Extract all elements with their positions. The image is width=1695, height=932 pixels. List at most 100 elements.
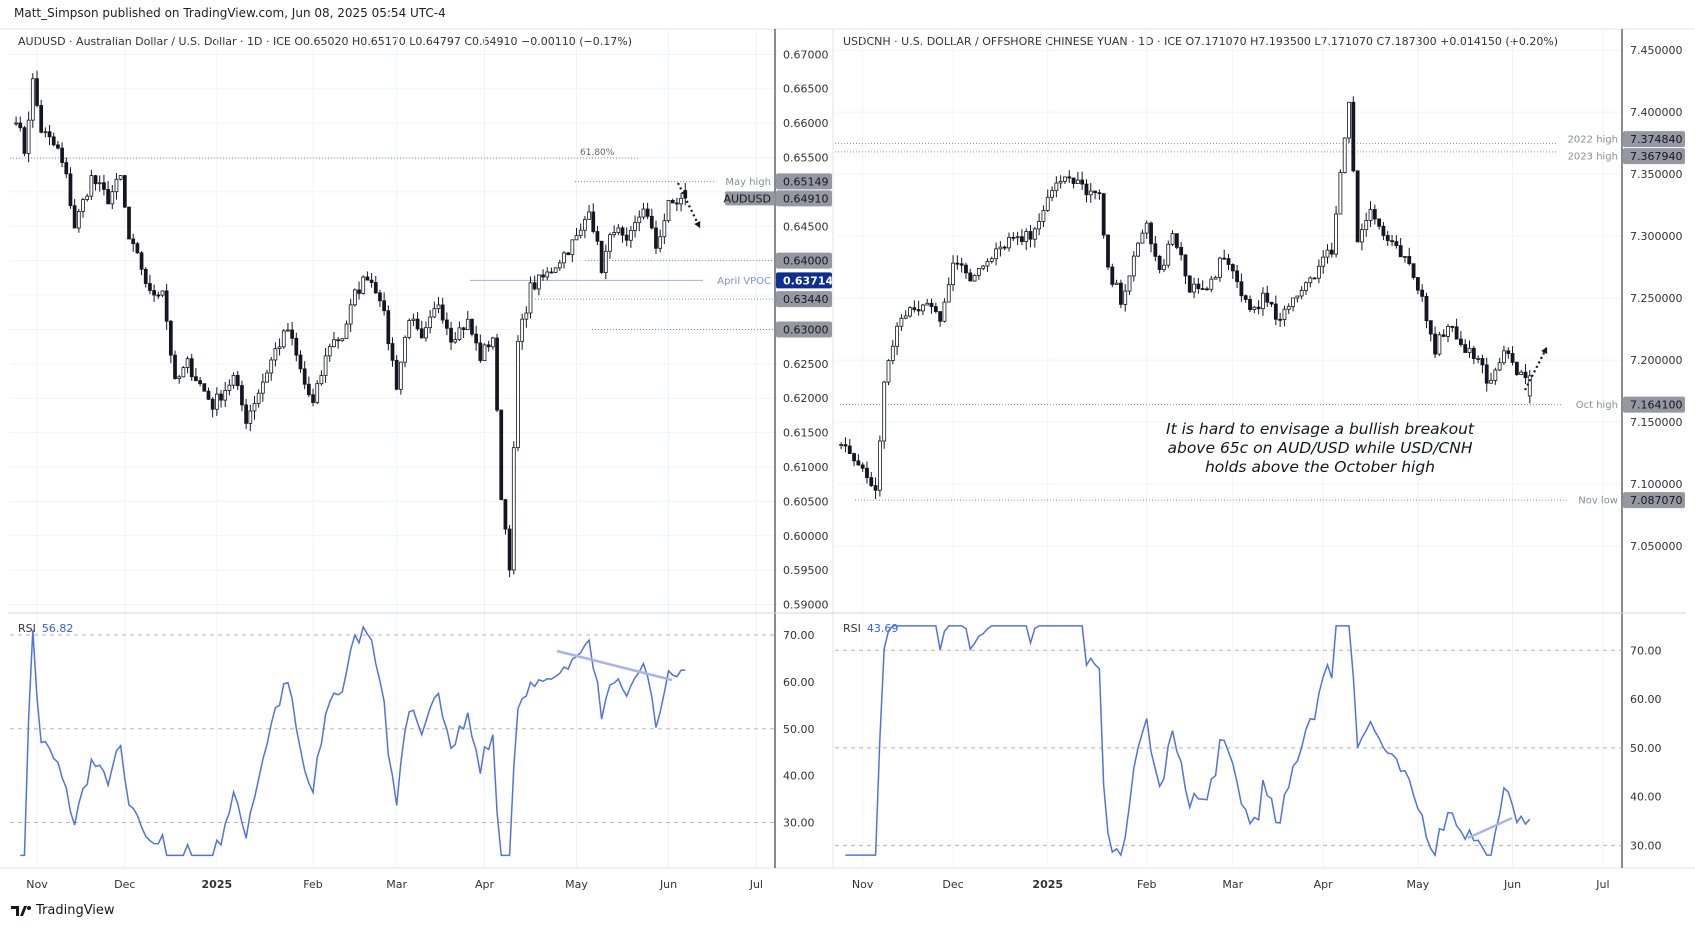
candle-body	[478, 342, 483, 361]
candle	[1394, 235, 1399, 249]
candle	[1213, 275, 1218, 280]
candle-body	[537, 274, 541, 290]
candle-body	[1510, 353, 1515, 363]
candle	[235, 370, 240, 390]
dotted-arrow	[677, 182, 701, 229]
candle	[214, 387, 219, 416]
candle-body	[248, 410, 253, 424]
candle	[139, 251, 144, 276]
rsi-tick-label: 60.00	[1630, 693, 1662, 706]
candle-body	[1394, 241, 1399, 246]
candle-body	[106, 189, 110, 205]
price-label: 7.087070	[1630, 494, 1683, 507]
candle-body	[507, 528, 512, 571]
candle	[1075, 171, 1080, 184]
candle-body	[865, 467, 869, 479]
candle	[1179, 241, 1184, 261]
time-axis-label: Nov	[26, 878, 48, 891]
candle	[938, 311, 943, 327]
price-tick-label: 0.59000	[783, 599, 829, 612]
candle-body	[436, 304, 441, 310]
candle	[1252, 305, 1257, 314]
candle-body	[545, 271, 550, 278]
candle-body	[839, 444, 844, 447]
usdcnh-rsi-label: RSI 43.69	[843, 622, 898, 635]
candle-body	[1467, 347, 1472, 353]
candle	[173, 350, 177, 380]
candle	[1007, 232, 1011, 252]
candle-body	[1321, 256, 1326, 267]
candle-body	[608, 234, 612, 252]
candle-body	[520, 318, 525, 342]
candle-body	[645, 208, 650, 217]
candle	[994, 242, 998, 266]
candle	[1093, 190, 1097, 200]
candle	[921, 303, 925, 316]
candle	[679, 192, 683, 212]
price-tick-label: 7.450000	[1630, 44, 1683, 57]
candle-body	[1050, 190, 1054, 198]
candle-body	[1144, 222, 1149, 234]
candle	[1364, 212, 1369, 237]
candle	[1334, 205, 1339, 258]
candle-body	[1411, 263, 1416, 278]
candle	[1446, 323, 1450, 343]
candle-body	[503, 499, 508, 530]
price-tick-label: 0.62000	[783, 392, 829, 405]
candle-body	[72, 205, 77, 229]
candle	[562, 251, 566, 269]
candle-body	[1407, 256, 1412, 265]
candle-body	[1471, 347, 1476, 359]
candle-body	[1355, 170, 1360, 243]
candle-body	[252, 403, 257, 412]
candle	[168, 319, 173, 364]
candle-body	[1497, 362, 1502, 371]
price-tick-label: 0.59500	[783, 564, 829, 577]
candle	[93, 174, 98, 191]
candle	[323, 347, 328, 383]
candle-body	[302, 368, 307, 385]
candle	[1217, 256, 1222, 282]
candle	[1058, 175, 1063, 189]
candle	[641, 202, 646, 220]
candle	[599, 240, 604, 275]
candle-body	[1256, 306, 1261, 310]
candle	[847, 439, 852, 455]
candle	[1424, 292, 1429, 329]
candle	[453, 332, 458, 344]
candle-body	[1248, 299, 1252, 310]
candle-body	[912, 307, 917, 310]
candle	[223, 381, 228, 408]
candle	[399, 361, 403, 395]
candle	[1032, 226, 1037, 248]
candle	[587, 204, 591, 220]
candle-body	[649, 215, 654, 229]
candle	[252, 396, 257, 420]
candle-body	[453, 339, 458, 343]
candle-body	[340, 338, 345, 342]
candle-body	[578, 229, 583, 236]
candle-body	[352, 289, 357, 306]
candle	[985, 258, 990, 272]
candle	[1385, 230, 1390, 246]
candle-body	[449, 327, 453, 343]
candle	[51, 132, 56, 147]
fib-level-label: 61.80%	[580, 148, 615, 158]
candle-body	[428, 316, 433, 329]
candle	[877, 435, 882, 497]
candle	[1411, 263, 1416, 280]
candle-body	[1024, 231, 1029, 242]
candle	[1140, 229, 1145, 244]
candle-body	[114, 178, 119, 193]
candle-body	[1239, 281, 1244, 297]
candle	[1351, 96, 1356, 173]
candle-body	[194, 376, 198, 382]
candle	[557, 259, 562, 271]
tradingview-footer[interactable]: TradingView	[10, 903, 115, 918]
candle-body	[972, 274, 977, 282]
candle-body	[595, 231, 600, 242]
candle-body	[1360, 229, 1364, 243]
candle	[440, 297, 445, 324]
candle	[1338, 169, 1343, 215]
